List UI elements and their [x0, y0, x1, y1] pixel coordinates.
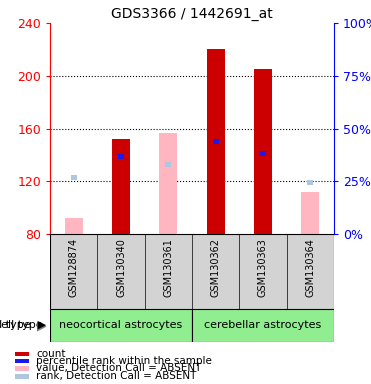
Text: neocortical astrocytes: neocortical astrocytes	[59, 320, 183, 331]
Text: rank, Detection Call = ABSENT: rank, Detection Call = ABSENT	[36, 371, 196, 381]
Text: cell type: cell type	[0, 320, 46, 331]
Text: ▶: ▶	[37, 319, 46, 332]
Bar	[14, 366, 29, 371]
Bar	[207, 50, 224, 234]
Text: value, Detection Call = ABSENT: value, Detection Call = ABSENT	[36, 364, 201, 374]
Bar	[70, 175, 77, 180]
Text: count: count	[36, 349, 65, 359]
Bar	[65, 218, 83, 234]
Text: GSM130362: GSM130362	[211, 238, 221, 297]
Title: GDS3366 / 1442691_at: GDS3366 / 1442691_at	[111, 7, 273, 21]
Bar	[254, 69, 272, 234]
Text: GSM130363: GSM130363	[258, 238, 268, 297]
Text: cell type  ▶: cell type ▶	[0, 320, 46, 331]
Bar	[50, 309, 192, 342]
Bar	[301, 192, 319, 234]
Bar	[14, 352, 29, 356]
Text: GSM130340: GSM130340	[116, 238, 126, 297]
Bar	[192, 309, 334, 342]
Bar	[14, 359, 29, 363]
Bar	[160, 132, 177, 234]
Bar	[260, 151, 266, 156]
Text: percentile rank within the sample: percentile rank within the sample	[36, 356, 212, 366]
Bar	[118, 154, 124, 159]
Bar	[14, 374, 29, 379]
Bar	[307, 180, 313, 185]
Bar	[112, 139, 130, 234]
Text: GSM130361: GSM130361	[163, 238, 173, 297]
Text: cerebellar astrocytes: cerebellar astrocytes	[204, 320, 322, 331]
Bar	[165, 162, 171, 167]
Text: GSM128874: GSM128874	[69, 238, 79, 297]
Bar	[213, 139, 219, 144]
Text: GSM130364: GSM130364	[305, 238, 315, 297]
